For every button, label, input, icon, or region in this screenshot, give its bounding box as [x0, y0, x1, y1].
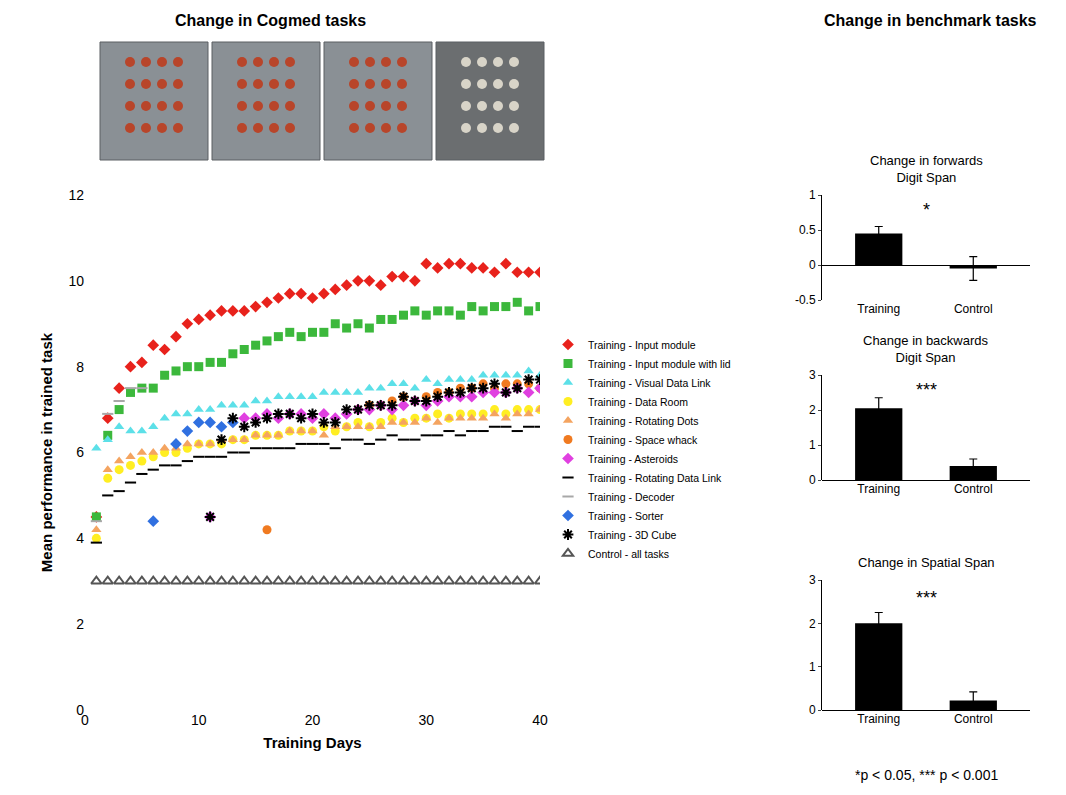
svg-text:12: 12 [68, 187, 84, 203]
svg-text:2: 2 [76, 616, 84, 632]
svg-text:Training: Training [857, 302, 900, 316]
svg-text:Training - Rotating Dots: Training - Rotating Dots [588, 415, 699, 427]
svg-text:Control: Control [954, 302, 993, 316]
svg-text:0: 0 [809, 473, 816, 487]
svg-text:4: 4 [76, 530, 84, 546]
svg-text:Training - Rotating Data Link: Training - Rotating Data Link [588, 472, 722, 484]
svg-text:***: *** [916, 588, 937, 608]
svg-text:Training - Input module with l: Training - Input module with lid [588, 358, 731, 370]
svg-text:Change in Cogmed tasks: Change in Cogmed tasks [175, 12, 366, 29]
svg-text:0: 0 [809, 703, 816, 717]
svg-text:3: 3 [809, 368, 816, 382]
svg-text:Control - all tasks: Control - all tasks [588, 548, 669, 560]
svg-text:Control: Control [954, 482, 993, 496]
svg-text:0.5: 0.5 [799, 223, 816, 237]
svg-text:Change in backwardsDigit Span: Change in backwardsDigit Span [863, 333, 989, 365]
svg-text:8: 8 [76, 359, 84, 375]
svg-text:***: *** [916, 380, 937, 400]
svg-text:Training: Training [857, 712, 900, 726]
svg-text:2: 2 [809, 617, 816, 631]
svg-text:Training - Decoder: Training - Decoder [588, 491, 675, 503]
svg-text:Change in forwardsDigit Span: Change in forwardsDigit Span [870, 153, 983, 185]
svg-text:1: 1 [809, 438, 816, 452]
svg-text:Training - Asteroids: Training - Asteroids [588, 453, 678, 465]
svg-text:6: 6 [76, 444, 84, 460]
svg-text:Training Days: Training Days [263, 734, 361, 751]
svg-text:Training - 3D Cube: Training - 3D Cube [588, 529, 676, 541]
svg-text:30: 30 [418, 712, 434, 728]
svg-text:Training - Input module: Training - Input module [588, 339, 696, 351]
svg-text:*p < 0.05, *** p < 0.001: *p < 0.05, *** p < 0.001 [855, 767, 998, 783]
svg-text:20: 20 [305, 712, 321, 728]
svg-text:0: 0 [809, 258, 816, 272]
svg-text:3: 3 [809, 573, 816, 587]
svg-text:1: 1 [809, 660, 816, 674]
svg-text:Training - Data Room: Training - Data Room [588, 396, 688, 408]
svg-text:1: 1 [809, 188, 816, 202]
svg-text:10: 10 [191, 712, 207, 728]
svg-text:-0.5: -0.5 [795, 293, 816, 307]
svg-text:Training - Sorter: Training - Sorter [588, 510, 664, 522]
svg-text:Change in benchmark tasks: Change in benchmark tasks [824, 12, 1037, 29]
svg-text:Training - Space whack: Training - Space whack [588, 434, 698, 446]
svg-text:*: * [923, 200, 930, 220]
svg-text:2: 2 [809, 403, 816, 417]
svg-text:10: 10 [68, 273, 84, 289]
svg-text:Control: Control [954, 712, 993, 726]
svg-text:0: 0 [76, 702, 84, 718]
svg-text:Mean performance in trained ta: Mean performance in trained task [38, 332, 55, 572]
svg-text:Training - Visual Data Link: Training - Visual Data Link [588, 377, 711, 389]
svg-text:40: 40 [532, 712, 548, 728]
svg-text:Change in Spatial Span: Change in Spatial Span [858, 555, 995, 570]
svg-text:0: 0 [81, 712, 89, 728]
svg-text:Training: Training [857, 482, 900, 496]
